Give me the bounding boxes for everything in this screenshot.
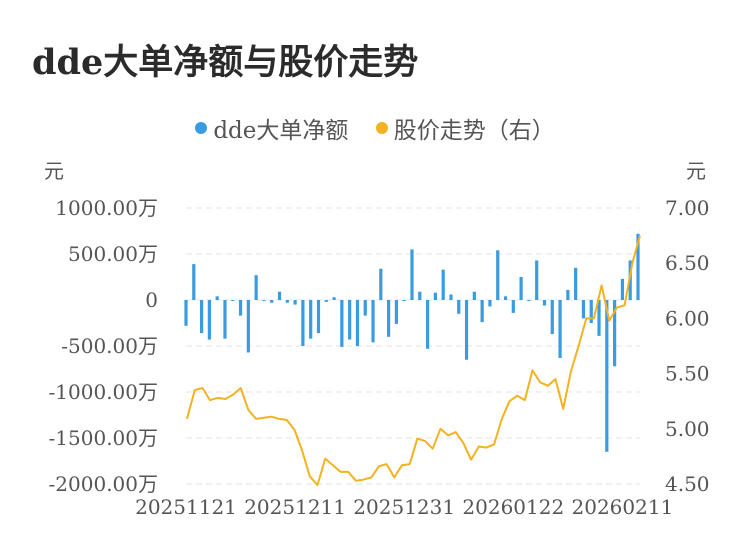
- bar: [192, 264, 196, 300]
- bar: [464, 300, 469, 360]
- bar: [581, 300, 586, 319]
- bar: [254, 275, 258, 300]
- y-right-tick-label: 4.50: [665, 472, 710, 496]
- bar: [480, 300, 484, 323]
- bar: [363, 300, 367, 316]
- bar: [184, 300, 188, 326]
- bar: [519, 277, 523, 300]
- y-left-tick-label: -500.00万: [61, 334, 158, 358]
- bar: [293, 300, 297, 305]
- bar: [550, 300, 554, 335]
- legend-item-price[interactable]: 股价走势（右）: [375, 111, 555, 145]
- bar: [309, 300, 313, 339]
- bar: [472, 291, 476, 300]
- bar: [387, 300, 391, 337]
- legend-label-dde: dde大单净额: [213, 118, 349, 144]
- bar: [628, 260, 632, 300]
- price-line: [186, 235, 641, 487]
- y-right-tick-label: 6.50: [665, 251, 710, 275]
- bar: [418, 291, 422, 300]
- y-left-tick-label: -1000.00万: [49, 380, 158, 404]
- bar: [371, 300, 375, 343]
- bar: [503, 296, 508, 300]
- bar: [231, 300, 235, 301]
- legend-label-price: 股价走势（右）: [393, 118, 555, 144]
- bar: [348, 300, 352, 340]
- x-tick-label: 20260122: [462, 495, 564, 519]
- bar: [340, 300, 344, 347]
- y-left-tick-label: 0: [145, 288, 158, 312]
- bar: [262, 300, 266, 301]
- bar: [379, 268, 383, 300]
- y-right-tick-label: 5.00: [665, 417, 710, 441]
- y-left-tick-label: -1500.00万: [49, 426, 158, 450]
- bar: [527, 300, 531, 301]
- bar: [449, 294, 453, 300]
- legend-marker-line: [375, 122, 388, 134]
- bar: [542, 300, 547, 306]
- bar: [270, 300, 274, 303]
- y-right-tick-label: 7.00: [665, 196, 710, 220]
- bar: [301, 300, 305, 346]
- bar: [332, 297, 336, 300]
- y-left-unit-label: 元: [44, 159, 64, 183]
- bar: [433, 292, 437, 300]
- bar: [316, 300, 321, 334]
- bar: [511, 300, 515, 313]
- bar: [620, 278, 625, 300]
- bar: [613, 300, 617, 367]
- bar: [215, 296, 219, 300]
- y-right-unit-label: 元: [686, 159, 706, 183]
- bar: [496, 250, 500, 300]
- y-left-tick-label: -2000.00万: [49, 472, 158, 496]
- bar: [597, 300, 601, 336]
- y-left-tick-label: 1000.00万: [55, 196, 158, 220]
- bar: [457, 300, 461, 314]
- chart-title: dde大单净额与股价走势: [32, 42, 419, 83]
- bar: [207, 300, 211, 340]
- x-tick-label: 20251121: [135, 495, 237, 519]
- bar: [425, 300, 430, 349]
- bar: [402, 300, 406, 301]
- bar: [441, 269, 445, 300]
- bar: [410, 249, 414, 300]
- bar: [558, 300, 562, 358]
- y-right-tick-label: 6.00: [665, 306, 710, 330]
- legend-item-dde[interactable]: dde大单净额: [195, 111, 348, 145]
- bar: [535, 260, 539, 300]
- bar: [199, 300, 204, 334]
- legend-marker-bar: [195, 122, 208, 134]
- x-tick-label: 20251231: [353, 495, 455, 519]
- bar: [355, 300, 360, 346]
- bar: [636, 233, 640, 300]
- y-right-tick-label: 5.50: [665, 362, 710, 386]
- x-tick-label: 20251211: [244, 495, 346, 519]
- bar: [605, 300, 609, 452]
- bar: [394, 300, 399, 324]
- bar: [574, 267, 578, 300]
- bar: [246, 300, 250, 353]
- y-left-tick-label: 500.00万: [68, 242, 158, 266]
- bar: [488, 300, 492, 307]
- bar: [277, 291, 282, 300]
- x-tick-label: 20260211: [572, 495, 674, 519]
- bar: [238, 300, 243, 316]
- bar: [324, 300, 328, 302]
- bar: [589, 300, 593, 323]
- bar: [223, 300, 227, 339]
- legend: dde大单净额 股价走势（右）: [0, 111, 750, 145]
- bar: [566, 289, 570, 300]
- bar: [285, 300, 289, 303]
